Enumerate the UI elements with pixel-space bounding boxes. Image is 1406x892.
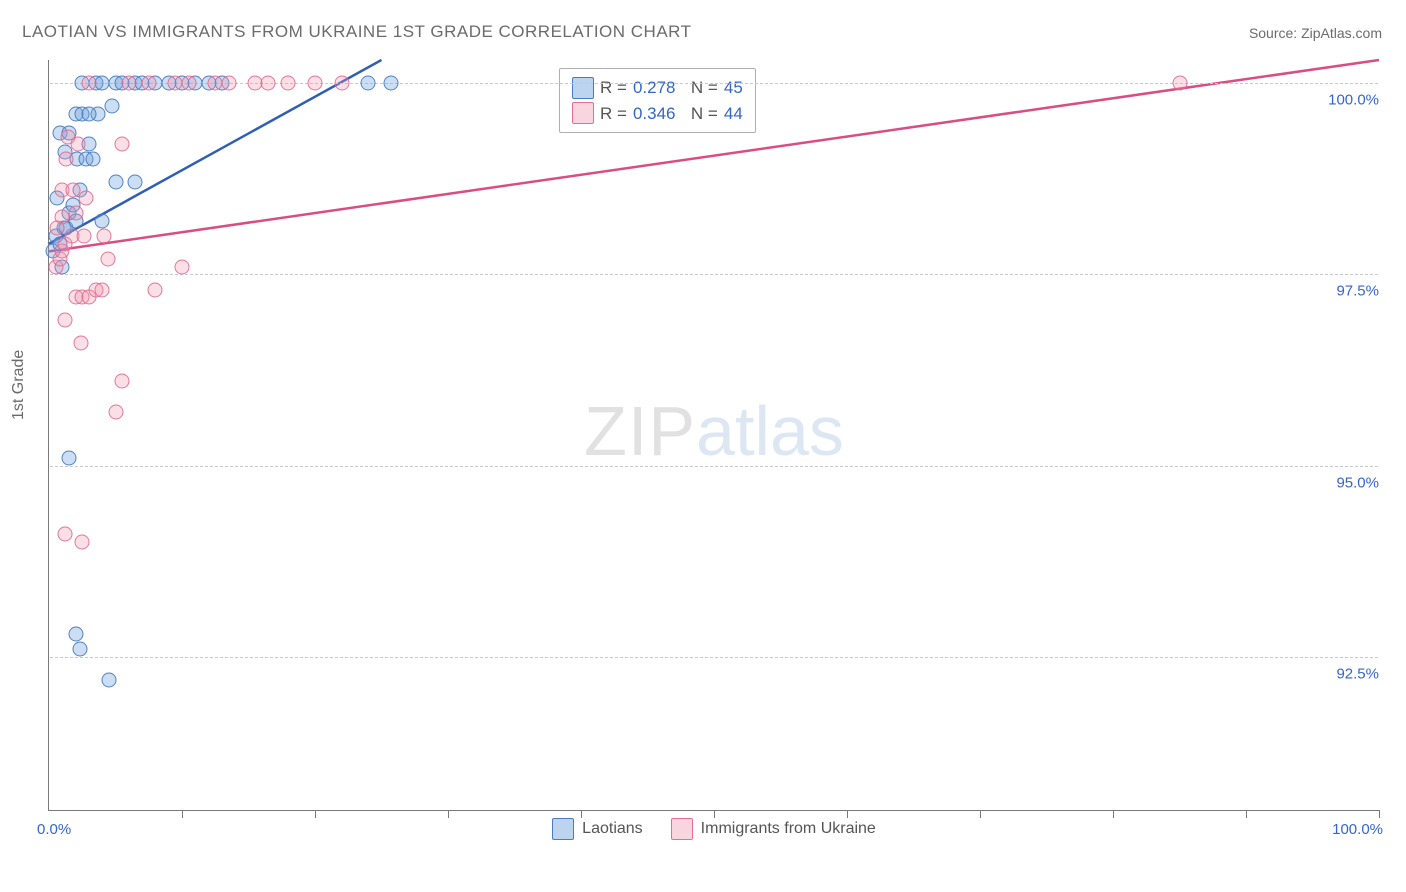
regression-lines <box>49 60 1379 810</box>
data-point-ukraine <box>108 405 123 420</box>
legend-label-ukraine: Immigrants from Ukraine <box>701 820 876 838</box>
data-point-ukraine <box>57 313 72 328</box>
swatch-blue-icon <box>552 818 574 840</box>
data-point-ukraine <box>1172 75 1187 90</box>
y-tick-label: 95.0% <box>1336 474 1383 491</box>
watermark-atlas: atlas <box>696 392 844 470</box>
data-point-ukraine <box>75 535 90 550</box>
y-axis-label: 1st Grade <box>10 350 28 420</box>
x-tick <box>182 810 183 818</box>
data-point-ukraine <box>261 75 276 90</box>
data-point-ukraine <box>121 75 136 90</box>
x-tick <box>1246 810 1247 818</box>
data-point-ukraine <box>73 336 88 351</box>
stats-row-ukraine: R = 0.346 N = 44 <box>572 101 743 127</box>
data-point-ukraine <box>59 152 74 167</box>
x-tick <box>1113 810 1114 818</box>
watermark-zip: ZIP <box>584 392 696 470</box>
series-legend: Laotians Immigrants from Ukraine <box>49 818 1379 840</box>
legend-item-laotians: Laotians <box>552 818 643 840</box>
data-point-ukraine <box>181 75 196 90</box>
data-point-ukraine <box>281 75 296 90</box>
swatch-pink-icon <box>572 102 594 124</box>
data-point-ukraine <box>95 282 110 297</box>
data-point-ukraine <box>96 229 111 244</box>
data-point-ukraine <box>71 137 86 152</box>
data-point-ukraine <box>308 75 323 90</box>
data-point-laotians <box>85 152 100 167</box>
data-point-laotians <box>361 75 376 90</box>
data-point-ukraine <box>334 75 349 90</box>
source-credit: Source: ZipAtlas.com <box>1249 25 1382 41</box>
stats-row-laotians: R = 0.278 N = 45 <box>572 75 743 101</box>
data-point-ukraine <box>115 137 130 152</box>
x-tick <box>714 810 715 818</box>
source-link[interactable]: ZipAtlas.com <box>1301 25 1382 41</box>
y-tick-label: 100.0% <box>1328 91 1383 108</box>
n-value-laotians: 45 <box>724 75 743 101</box>
swatch-pink-icon <box>671 818 693 840</box>
r-value-ukraine: 0.346 <box>633 101 676 127</box>
data-point-ukraine <box>49 221 64 236</box>
data-point-ukraine <box>57 527 72 542</box>
legend-item-ukraine: Immigrants from Ukraine <box>671 818 876 840</box>
data-point-laotians <box>61 450 76 465</box>
data-point-laotians <box>128 175 143 190</box>
x-tick <box>1379 810 1380 818</box>
data-point-laotians <box>104 98 119 113</box>
plot-area: ZIPatlas R = 0.278 N = 45 R = 0.346 N = … <box>48 60 1379 811</box>
data-point-laotians <box>95 213 110 228</box>
x-tick <box>448 810 449 818</box>
gridline-h <box>50 657 1378 658</box>
data-point-laotians <box>101 672 116 687</box>
stats-legend: R = 0.278 N = 45 R = 0.346 N = 44 <box>559 68 756 133</box>
y-tick-label: 97.5% <box>1336 283 1383 300</box>
watermark: ZIPatlas <box>584 391 844 471</box>
data-point-laotians <box>383 75 398 90</box>
data-point-laotians <box>108 175 123 190</box>
y-tick-label: 92.5% <box>1336 665 1383 682</box>
x-tick <box>847 810 848 818</box>
data-point-ukraine <box>141 75 156 90</box>
data-point-ukraine <box>68 206 83 221</box>
x-tick <box>315 810 316 818</box>
data-point-ukraine <box>148 282 163 297</box>
data-point-ukraine <box>81 75 96 90</box>
x-tick <box>980 810 981 818</box>
n-value-ukraine: 44 <box>724 101 743 127</box>
source-prefix: Source: <box>1249 25 1301 41</box>
data-point-ukraine <box>115 374 130 389</box>
data-point-ukraine <box>221 75 236 90</box>
data-point-ukraine <box>76 229 91 244</box>
x-tick <box>581 810 582 818</box>
data-point-ukraine <box>100 251 115 266</box>
legend-label-laotians: Laotians <box>582 820 643 838</box>
gridline-h <box>50 274 1378 275</box>
chart-title: LAOTIAN VS IMMIGRANTS FROM UKRAINE 1ST G… <box>22 22 692 42</box>
r-value-laotians: 0.278 <box>633 75 676 101</box>
data-point-ukraine <box>79 190 94 205</box>
data-point-laotians <box>72 642 87 657</box>
data-point-laotians <box>81 106 96 121</box>
data-point-laotians <box>68 626 83 641</box>
data-point-ukraine <box>175 259 190 274</box>
gridline-h <box>50 466 1378 467</box>
swatch-blue-icon <box>572 77 594 99</box>
